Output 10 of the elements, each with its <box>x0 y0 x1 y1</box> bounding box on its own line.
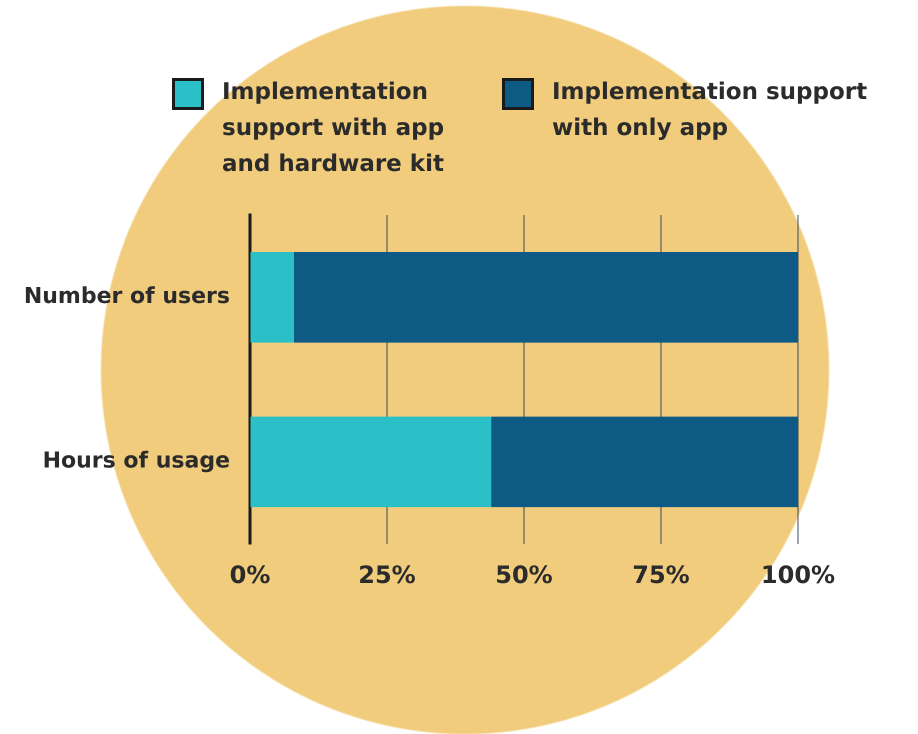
bar <box>491 416 798 508</box>
x-tick-label: 0% <box>230 560 270 589</box>
x-tick-label: 75% <box>632 560 690 589</box>
x-tick-label: 100% <box>760 560 836 589</box>
x-tick-label: 25% <box>358 560 416 589</box>
bar <box>250 416 492 508</box>
bar <box>294 252 798 343</box>
legend-label: Implementation support with app and hardware kit <box>222 78 446 179</box>
bar <box>250 252 294 343</box>
x-tick-label: 50% <box>495 560 553 589</box>
